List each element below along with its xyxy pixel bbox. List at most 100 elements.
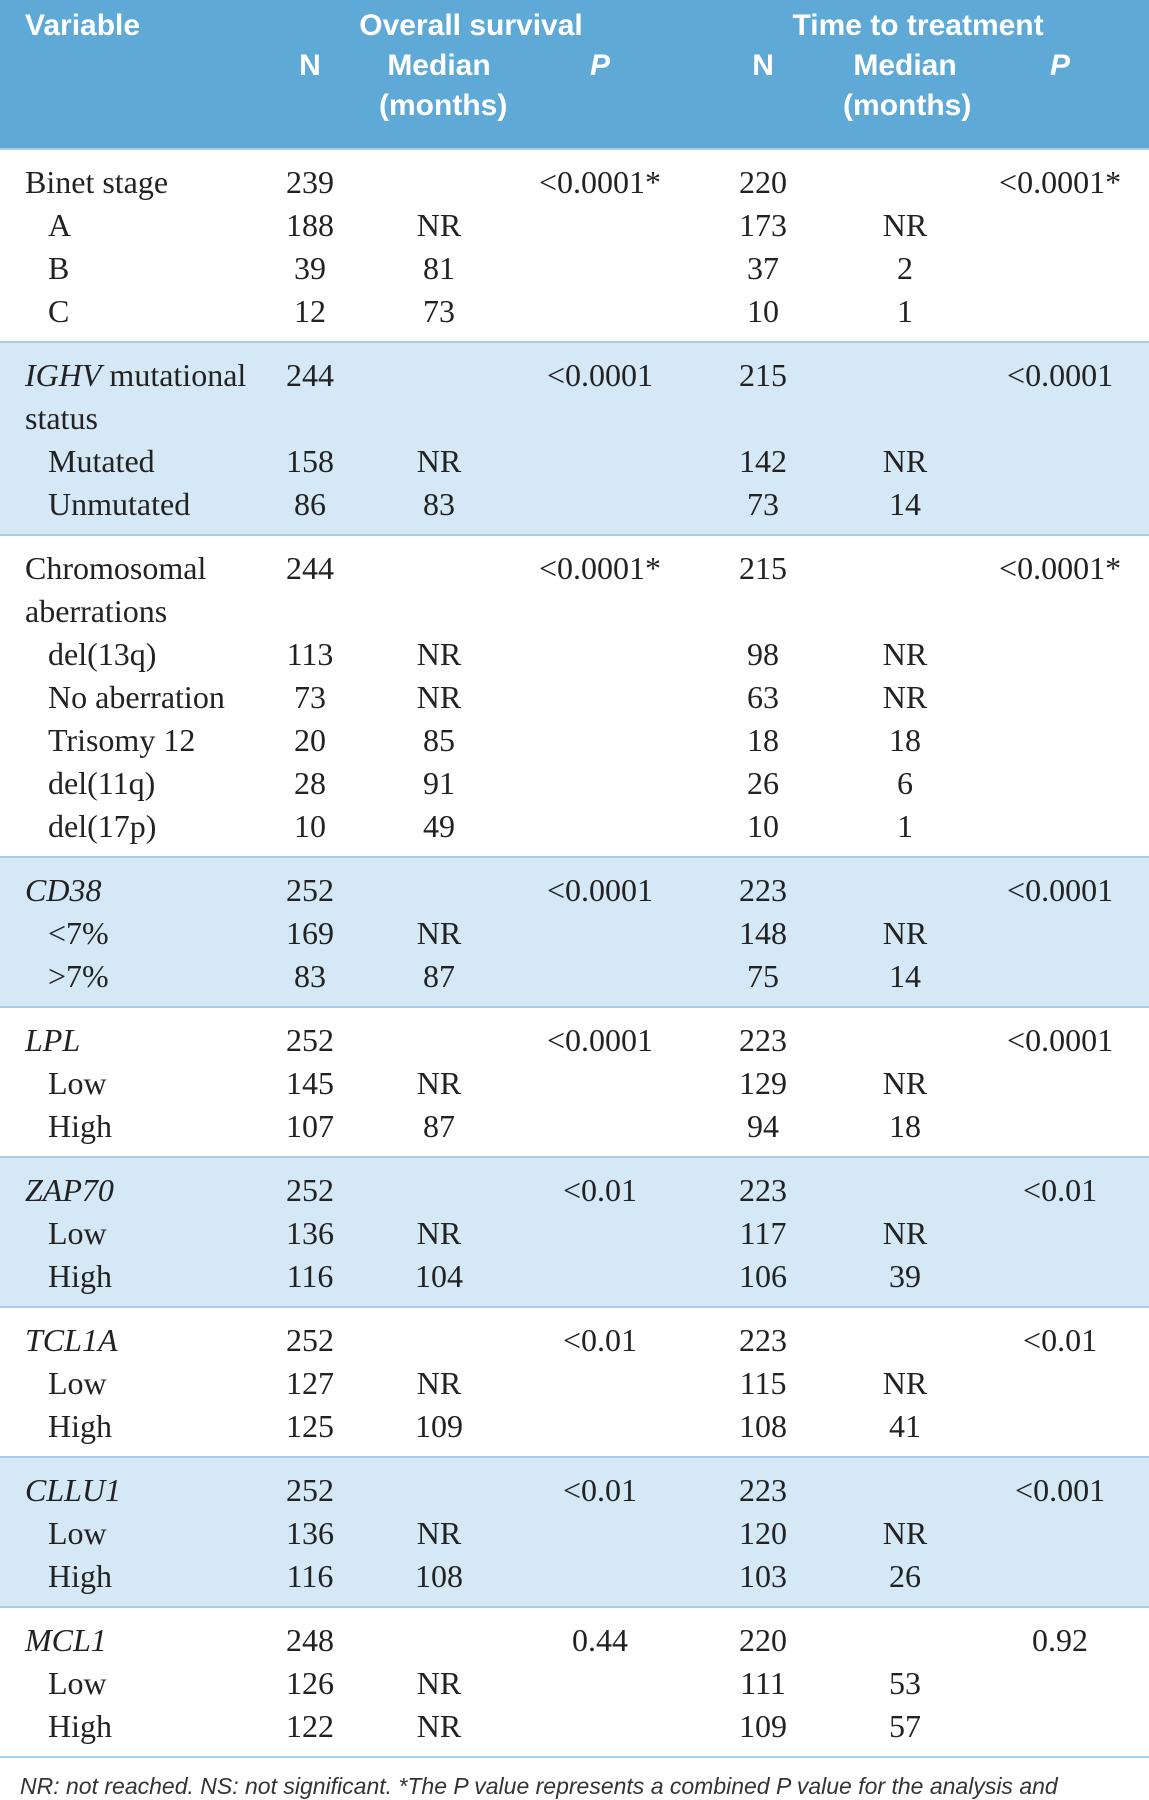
- cell: 252: [286, 1022, 334, 1058]
- cell: 117: [739, 1215, 787, 1251]
- cell: 120: [739, 1515, 788, 1551]
- cell: 86: [294, 486, 326, 522]
- row-label: ZAP70: [0, 1157, 255, 1212]
- cell: [971, 676, 1149, 719]
- table-row: Low 127 NR 115 NR: [0, 1362, 1149, 1405]
- cell: <0.01: [1023, 1172, 1098, 1208]
- label-text: mutational status: [25, 357, 247, 436]
- table-row: Low 136 NR 120 NR: [0, 1512, 1149, 1555]
- label-text: C: [48, 293, 70, 329]
- cell: [513, 483, 687, 535]
- cell: NR: [416, 679, 462, 715]
- row-label: C: [0, 290, 255, 342]
- label-text: ZAP70: [25, 1172, 114, 1208]
- label-text: del(13q): [48, 636, 157, 672]
- row-label: del(17p): [0, 805, 255, 857]
- cell: [971, 483, 1149, 535]
- cell: [971, 633, 1149, 676]
- cell: 63: [747, 679, 780, 715]
- table-row: ZAP70 252 <0.01 223 <0.01: [0, 1157, 1149, 1212]
- table-row: High 116 108 103 26: [0, 1555, 1149, 1607]
- table-row: <7% 169 NR 148 NR: [0, 912, 1149, 955]
- cell: [365, 1007, 513, 1062]
- table-row: Unmutated 86 83 73 14: [0, 483, 1149, 535]
- row-label: CD38: [0, 857, 255, 912]
- table-row: C 12 73 10 1: [0, 290, 1149, 342]
- cell: 244: [286, 357, 334, 393]
- row-label: High: [0, 1405, 255, 1457]
- cell: [365, 857, 513, 912]
- cell: [839, 857, 971, 912]
- row-label: Mutated: [0, 440, 255, 483]
- cell: NR: [882, 915, 928, 951]
- cell: 223: [739, 1472, 788, 1508]
- cell: <0.0001: [1007, 1022, 1114, 1058]
- cell: 220: [739, 164, 788, 200]
- cell: [971, 1705, 1149, 1756]
- label-text: High: [48, 1408, 112, 1444]
- cell: [839, 535, 971, 633]
- cell: 108: [415, 1558, 463, 1594]
- cell: 12: [294, 293, 326, 329]
- cell: 73: [423, 293, 455, 329]
- cell: 39: [889, 1258, 922, 1294]
- row-label: CLLU1: [0, 1457, 255, 1512]
- cell: 122: [286, 1708, 334, 1744]
- cell: [971, 719, 1149, 762]
- cell: [365, 149, 513, 204]
- cell: NR: [416, 1365, 462, 1401]
- cell: 108: [739, 1408, 788, 1444]
- cell: 126: [286, 1665, 334, 1701]
- results-table: Variable Overall survival Time to treatm…: [0, 0, 1149, 1756]
- cell: [513, 1255, 687, 1307]
- cell: [839, 1607, 971, 1662]
- row-label: Low: [0, 1512, 255, 1555]
- table-row: High 116 104 106 39: [0, 1255, 1149, 1307]
- cell: 83: [294, 958, 326, 994]
- cell: [365, 1157, 513, 1212]
- cell: [365, 535, 513, 633]
- cell: [513, 1362, 687, 1405]
- row-label: Low: [0, 1662, 255, 1705]
- cell: [971, 1405, 1149, 1457]
- row-label: No aberration: [0, 676, 255, 719]
- cell: <0.0001: [546, 1022, 654, 1058]
- cell: [513, 1662, 687, 1705]
- row-label: TCL1A: [0, 1307, 255, 1362]
- cell: 81: [423, 250, 455, 286]
- cell: 87: [423, 958, 455, 994]
- cell: 223: [739, 872, 788, 908]
- cell: <0.0001*: [538, 164, 662, 200]
- cell: NR: [416, 915, 462, 951]
- cell: 91: [423, 765, 455, 801]
- cell: NR: [882, 1065, 928, 1101]
- cell: [971, 1662, 1149, 1705]
- cell: 142: [739, 443, 788, 479]
- cell: 75: [747, 958, 780, 994]
- cell: [971, 204, 1149, 247]
- label-text: Chromosomal aberrations: [25, 550, 207, 629]
- cell: <0.0001: [1007, 872, 1114, 908]
- cell: 37: [747, 250, 780, 286]
- cell: 169: [286, 915, 334, 951]
- cell: [971, 1512, 1149, 1555]
- cell: 26: [889, 1558, 922, 1594]
- table-row: Trisomy 12 20 85 18 18: [0, 719, 1149, 762]
- label-text: Low: [48, 1365, 107, 1401]
- cell: NR: [416, 1708, 462, 1744]
- cell: <0.0001: [1007, 357, 1114, 393]
- cell: 0.92: [1032, 1622, 1089, 1658]
- cell: 129: [739, 1065, 788, 1101]
- cell: [365, 1307, 513, 1362]
- cell: 109: [415, 1408, 463, 1444]
- cell: <0.0001*: [999, 164, 1122, 200]
- cell: <0.0001: [546, 872, 654, 908]
- row-label: >7%: [0, 955, 255, 1007]
- cell: NR: [882, 1365, 928, 1401]
- cell: [513, 440, 687, 483]
- header-column: Median (months): [379, 49, 508, 122]
- cell: 136: [286, 1215, 334, 1251]
- cell: [839, 342, 971, 440]
- cell: 239: [286, 164, 334, 200]
